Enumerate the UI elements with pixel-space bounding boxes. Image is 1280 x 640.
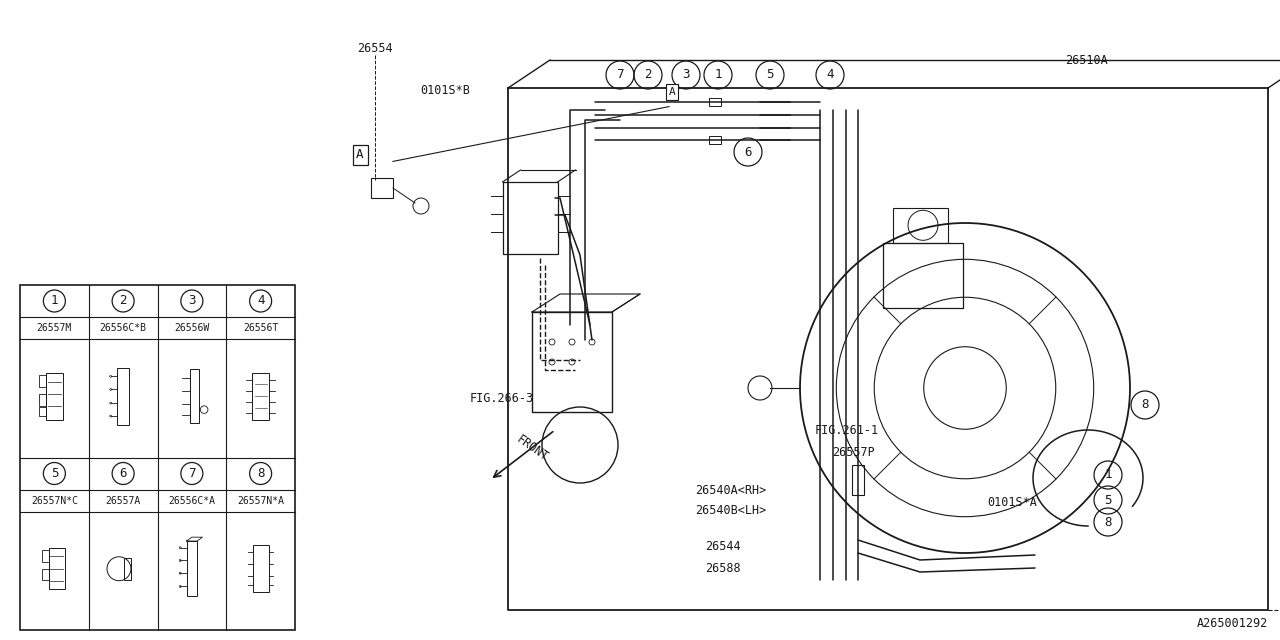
Text: 26588: 26588 xyxy=(705,561,741,575)
Text: 26556T: 26556T xyxy=(243,323,278,333)
Bar xyxy=(189,369,200,423)
Text: 26544: 26544 xyxy=(705,540,741,552)
Text: FIG.261-1: FIG.261-1 xyxy=(815,424,879,436)
Text: 8: 8 xyxy=(257,467,265,480)
Text: 26510A: 26510A xyxy=(1065,54,1107,67)
Text: 1: 1 xyxy=(51,294,58,307)
Bar xyxy=(46,372,63,420)
Text: A: A xyxy=(668,87,676,97)
Bar xyxy=(40,375,46,387)
Bar xyxy=(40,406,46,416)
Text: A265001292: A265001292 xyxy=(1197,617,1268,630)
Text: 6: 6 xyxy=(744,145,751,159)
Text: 5: 5 xyxy=(51,467,58,480)
Bar xyxy=(503,182,558,254)
Text: 26554: 26554 xyxy=(357,42,393,54)
Bar xyxy=(252,372,269,420)
Bar xyxy=(709,98,721,106)
Text: A: A xyxy=(356,148,364,161)
Bar xyxy=(883,243,963,308)
Bar xyxy=(124,557,132,580)
Text: 3: 3 xyxy=(682,68,690,81)
Bar xyxy=(49,548,65,589)
Bar xyxy=(40,394,46,406)
Text: 26557N*A: 26557N*A xyxy=(237,495,284,506)
Text: 8: 8 xyxy=(1105,515,1112,529)
Text: FRONT: FRONT xyxy=(513,433,550,463)
Text: 26556W: 26556W xyxy=(174,323,210,333)
Text: 1: 1 xyxy=(1105,468,1112,481)
Text: 26557A: 26557A xyxy=(105,495,141,506)
Bar xyxy=(371,178,393,198)
Text: 7: 7 xyxy=(616,68,623,81)
Text: 0101S*B: 0101S*B xyxy=(420,83,470,97)
Text: FIG.266-3: FIG.266-3 xyxy=(470,392,534,404)
Text: 2: 2 xyxy=(119,294,127,307)
Text: 26556C*A: 26556C*A xyxy=(169,495,215,506)
Text: 3: 3 xyxy=(188,294,196,307)
Bar xyxy=(252,545,269,593)
Text: 5: 5 xyxy=(1105,493,1112,506)
Bar xyxy=(893,208,948,243)
Text: 26556C*B: 26556C*B xyxy=(100,323,147,333)
Text: 26557M: 26557M xyxy=(37,323,72,333)
Text: 2: 2 xyxy=(644,68,652,81)
Text: 0101S*A: 0101S*A xyxy=(987,495,1037,509)
Text: 4: 4 xyxy=(257,294,265,307)
Text: 26557P: 26557P xyxy=(832,447,874,460)
Text: 6: 6 xyxy=(119,467,127,480)
Bar xyxy=(118,368,129,424)
Text: 26540A<RH>: 26540A<RH> xyxy=(695,483,767,497)
Text: 26557N*C: 26557N*C xyxy=(31,495,78,506)
Text: 1: 1 xyxy=(714,68,722,81)
Text: 5: 5 xyxy=(767,68,773,81)
Text: 7: 7 xyxy=(188,467,196,480)
Text: 8: 8 xyxy=(1142,399,1148,412)
Bar xyxy=(42,569,49,580)
Text: 4: 4 xyxy=(827,68,833,81)
Bar xyxy=(532,312,612,412)
Text: 26540B<LH>: 26540B<LH> xyxy=(695,504,767,516)
Bar xyxy=(709,136,721,144)
Bar xyxy=(852,465,864,495)
Bar xyxy=(42,550,49,562)
Bar xyxy=(20,285,294,630)
Bar xyxy=(187,541,197,596)
